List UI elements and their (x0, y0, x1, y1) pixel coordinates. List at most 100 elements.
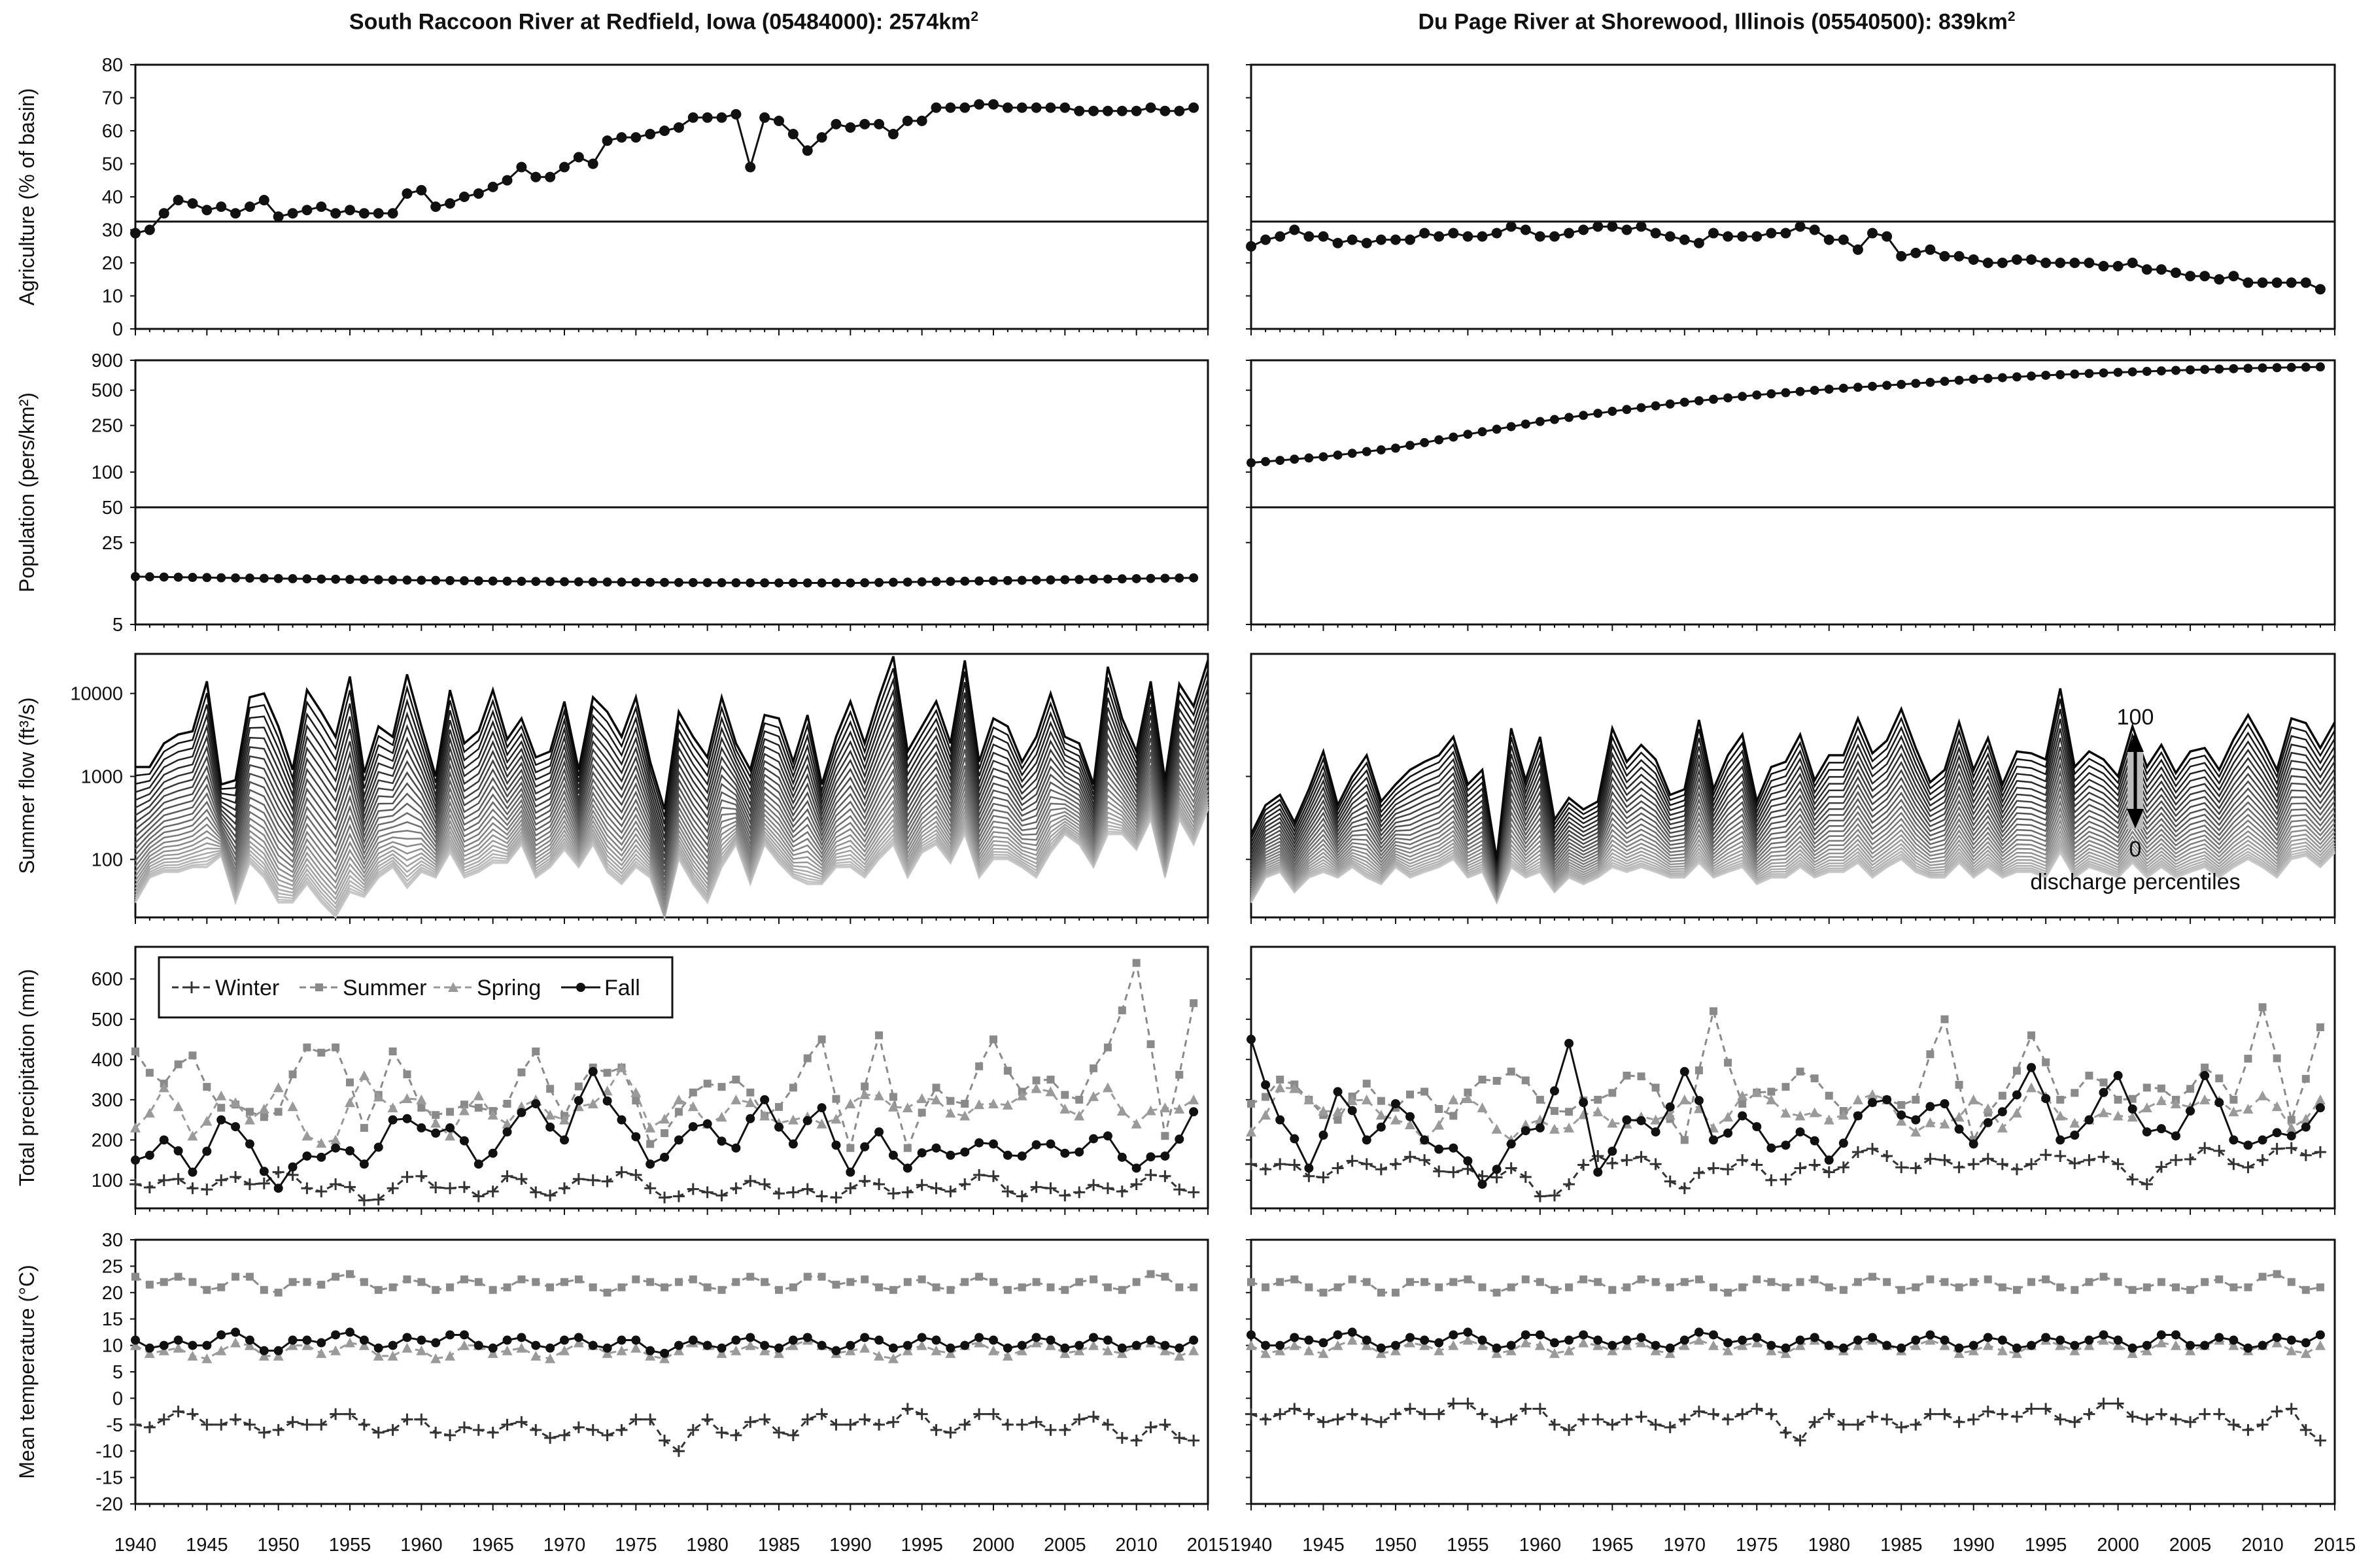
population-point (1103, 574, 1112, 584)
population-point (1347, 449, 1357, 458)
x-tick-label: 1950 (1375, 1535, 1417, 1556)
marker-fall (974, 1138, 984, 1148)
x-tick-label: 1985 (1880, 1535, 1923, 1556)
population-point (1897, 379, 1906, 389)
marker-spring (1982, 1340, 1993, 1350)
left-column-title: South Raccoon River at Redfield, Iowa (0… (349, 9, 979, 35)
marker-fall (1506, 1340, 1516, 1350)
marker-summer (1276, 1278, 1284, 1286)
marker-fall (1795, 1127, 1805, 1137)
marker-fall (2301, 1338, 2311, 1348)
marker-fall (1333, 1330, 1343, 1340)
marker-summer (2042, 1058, 2050, 1066)
population-point (1579, 411, 1589, 420)
marker-spring (1708, 1340, 1719, 1350)
agriculture-point (273, 211, 284, 222)
marker-fall (788, 1139, 798, 1149)
marker-summer (303, 1043, 311, 1051)
marker-spring (258, 1350, 269, 1361)
agriculture-point (2055, 258, 2066, 268)
marker-fall (1089, 1134, 1099, 1144)
marker-summer (1912, 1283, 1920, 1291)
marker-fall (731, 1335, 741, 1345)
marker-fall (2070, 1340, 2080, 1350)
marker-spring (1448, 1340, 1459, 1350)
marker-fall (1622, 1115, 1632, 1125)
marker-spring (831, 1114, 842, 1124)
marker-summer (1362, 1278, 1371, 1286)
flow-percentile-curve (1250, 829, 2335, 900)
agriculture-point (201, 205, 213, 216)
marker-fall (874, 1335, 884, 1345)
population-point (1521, 419, 1530, 429)
marker-fall (417, 1123, 426, 1133)
marker-summer (1103, 1043, 1112, 1051)
marker-summer (875, 1283, 884, 1291)
marker-fall (302, 1335, 312, 1345)
marker-summer (1753, 1275, 1761, 1284)
marker-summer (546, 1283, 555, 1291)
marker-fall (1075, 1340, 1084, 1350)
agriculture-point (158, 208, 169, 219)
marker-summer (1190, 999, 1198, 1008)
marker-summer (2012, 1286, 2021, 1294)
population-point (1060, 575, 1070, 585)
marker-spring (2314, 1340, 2326, 1350)
marker-fall (345, 1327, 354, 1337)
marker-fall (1824, 1155, 1834, 1165)
population-point (1003, 575, 1012, 585)
marker-spring (1188, 1094, 1199, 1104)
marker-fall (259, 1346, 269, 1355)
population-point (131, 571, 140, 581)
marker-summer (245, 1108, 254, 1116)
marker-spring (330, 1134, 341, 1145)
population-point (1723, 393, 1733, 403)
legend-label-fall: Fall (604, 976, 640, 1000)
flow-percentile-curve (135, 743, 1209, 876)
y-tick-label: 300 (92, 1090, 123, 1111)
marker-fall (1521, 1330, 1530, 1340)
population-point (517, 577, 526, 587)
agriculture-point (473, 188, 484, 199)
marker-summer (2201, 1278, 2209, 1286)
marker-summer (646, 1278, 655, 1286)
marker-spring (273, 1350, 284, 1361)
agriculture-point (1462, 231, 1473, 242)
marker-fall (802, 1333, 812, 1342)
population-point (302, 574, 312, 584)
agriculture-point (2170, 267, 2181, 279)
y-tick-label: 600 (92, 969, 123, 990)
marker-fall (1492, 1343, 1502, 1353)
marker-spring (1491, 1123, 1502, 1134)
marker-fall (1290, 1333, 1299, 1342)
flow-percentile-curve (135, 696, 1209, 839)
marker-fall (1954, 1124, 1964, 1134)
legend-marker (576, 983, 585, 992)
flow-percentile-curve (135, 728, 1209, 864)
marker-summer (903, 1278, 912, 1286)
marker-fall (1146, 1335, 1156, 1345)
marker-summer (1883, 1278, 1891, 1286)
marker-fall (1318, 1131, 1328, 1140)
population-point (774, 578, 783, 588)
marker-spring (1650, 1345, 1661, 1355)
marker-spring (1074, 1110, 1085, 1121)
marker-spring (1592, 1106, 1604, 1117)
agriculture-point (173, 195, 184, 206)
marker-fall (2142, 1127, 2152, 1137)
marker-spring (945, 1348, 956, 1358)
marker-summer (1391, 1288, 1400, 1297)
agriculture-point (1434, 231, 1445, 242)
agriculture-point (330, 208, 341, 219)
population-point (2084, 369, 2094, 379)
flow-percentile-curve (1250, 746, 2336, 876)
marker-spring (659, 1114, 670, 1124)
flow-percentile-curve (1250, 760, 2336, 880)
marker-fall (2186, 1340, 2195, 1350)
marker-summer (646, 1140, 655, 1148)
agriculture-point (502, 175, 513, 186)
marker-spring (1693, 1103, 1704, 1114)
population-point (145, 572, 154, 582)
marker-spring (1246, 1127, 1256, 1137)
population-point (1708, 394, 1718, 404)
